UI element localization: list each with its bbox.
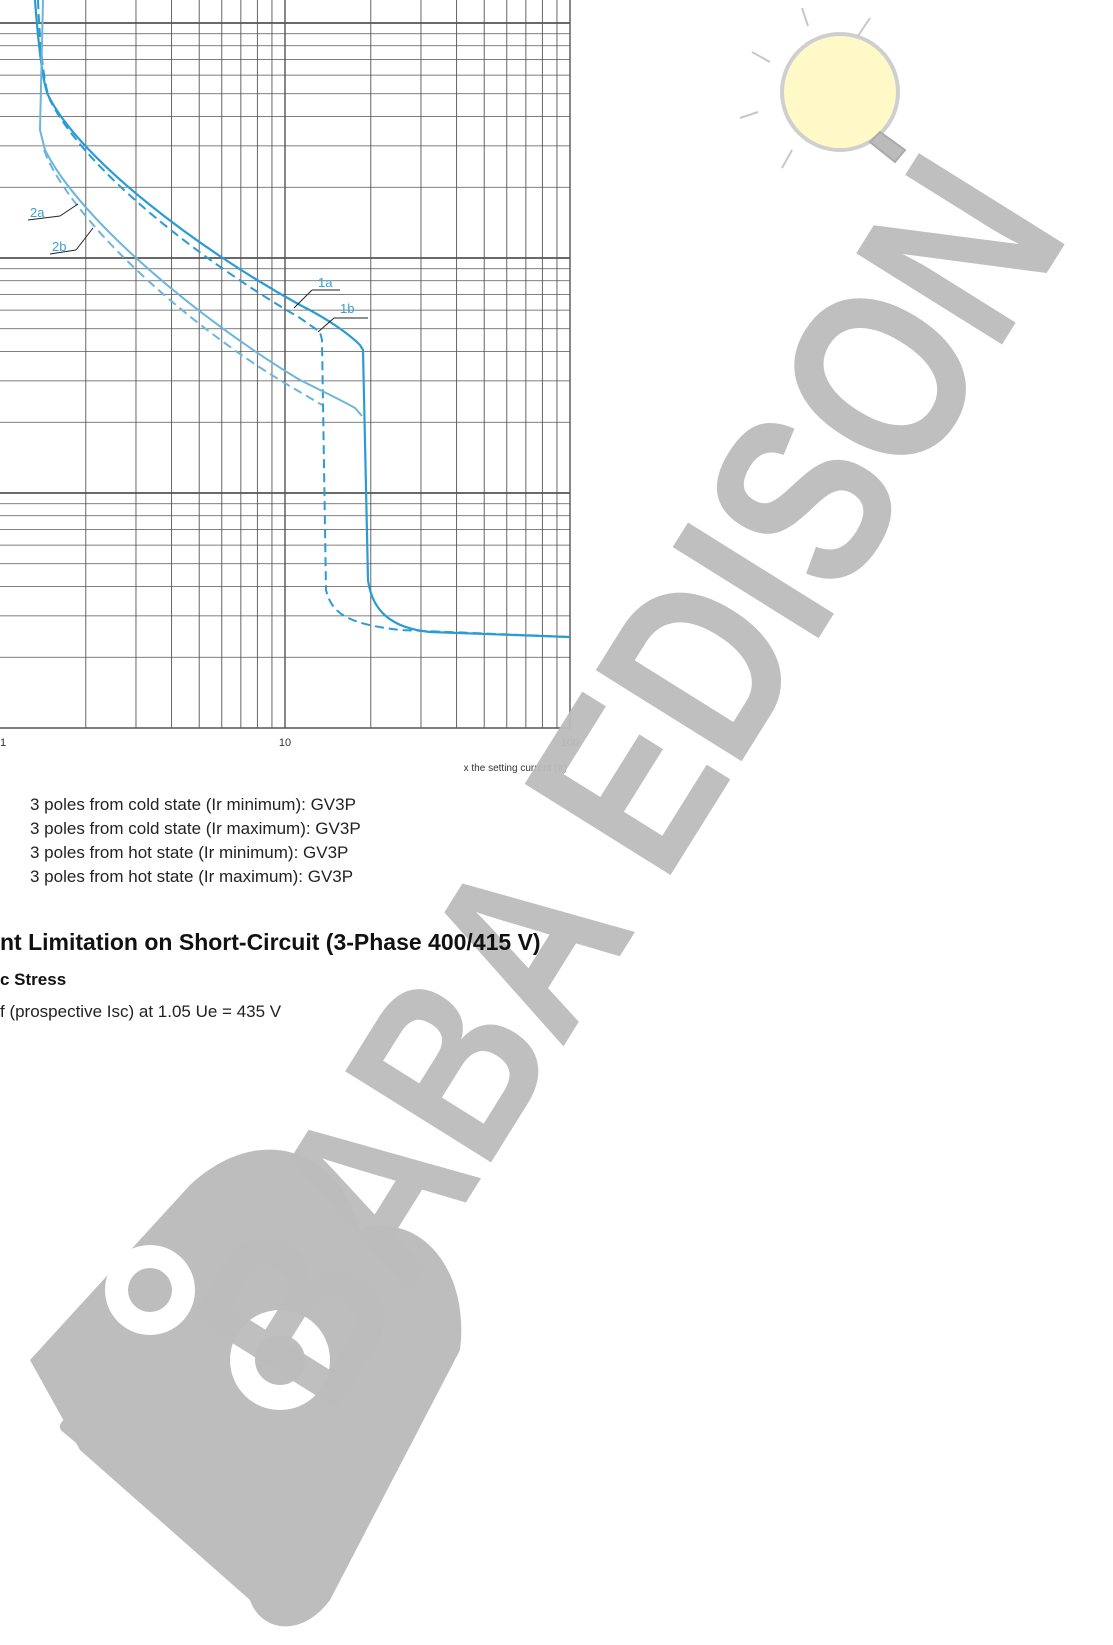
- subheading: c Stress: [0, 970, 66, 990]
- legend-item: 3 poles from hot state (Ir minimum): GV3…: [30, 843, 348, 863]
- section-heading: nt Limitation on Short-Circuit (3-Phase …: [0, 929, 541, 956]
- page: {"chart": {"x_tick_labels": ["1", "10", …: [0, 0, 1113, 1645]
- document-text: 3 poles from cold state (Ir minimum): GV…: [0, 0, 1113, 1645]
- legend-item: 3 poles from hot state (Ir maximum): GV3…: [30, 867, 353, 887]
- legend-item: 3 poles from cold state (Ir maximum): GV…: [30, 819, 361, 839]
- body-text: f (prospective Isc) at 1.05 Ue = 435 V: [0, 1002, 281, 1022]
- legend-item: 3 poles from cold state (Ir minimum): GV…: [30, 795, 356, 815]
